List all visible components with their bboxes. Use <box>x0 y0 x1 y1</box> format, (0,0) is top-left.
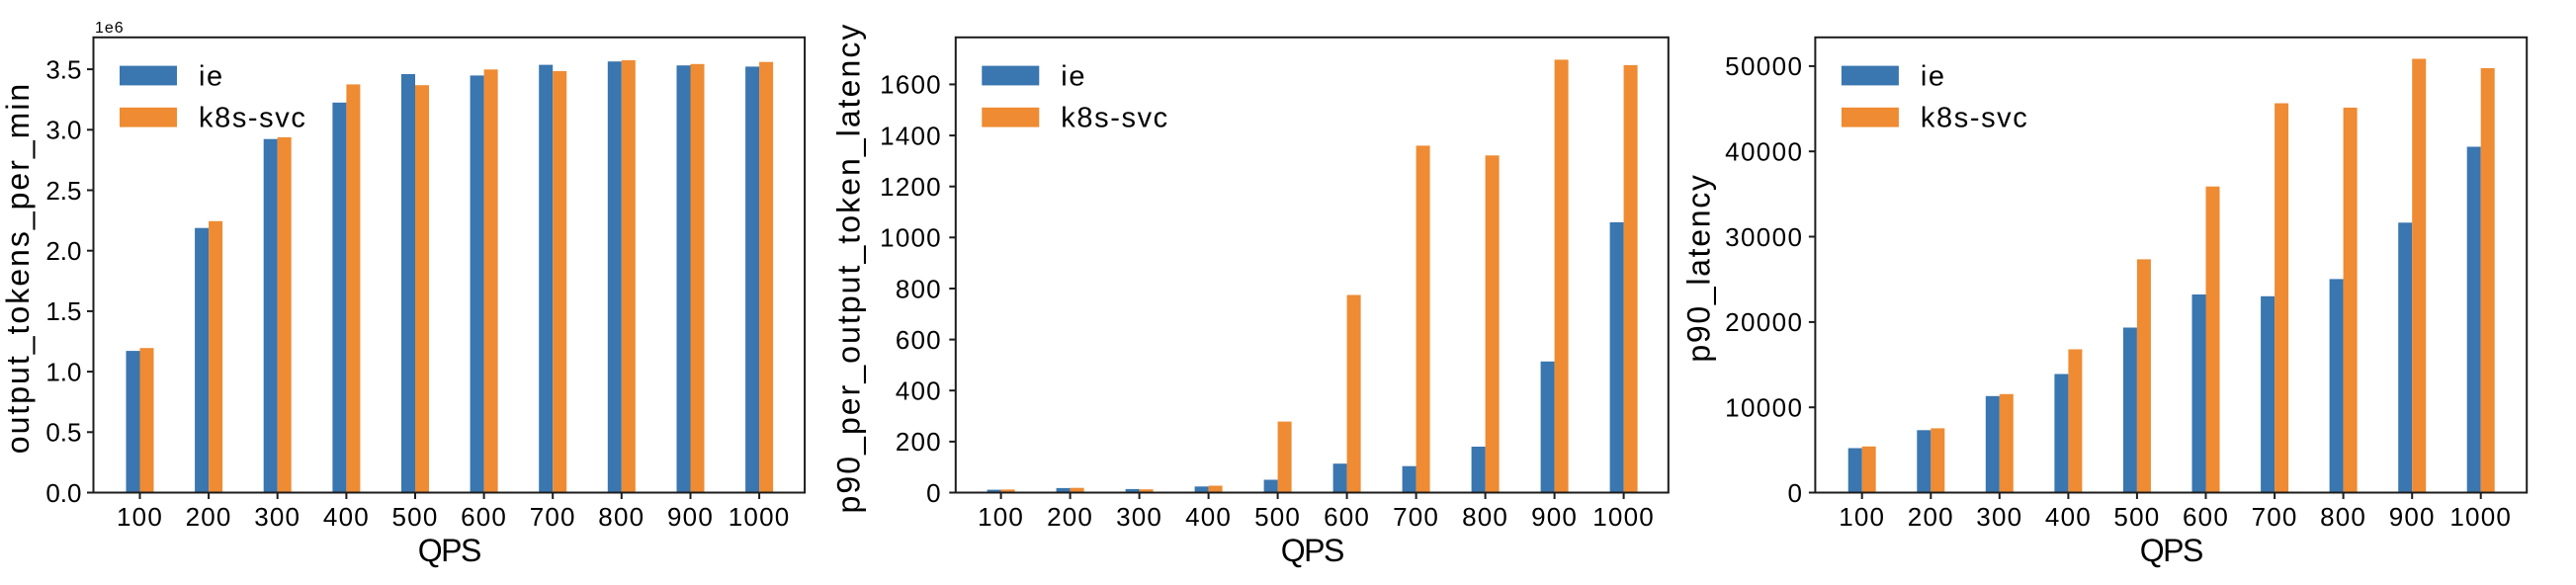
svg-text:800: 800 <box>2320 502 2366 532</box>
svg-text:3.0: 3.0 <box>45 116 81 145</box>
svg-text:300: 300 <box>1976 502 2022 532</box>
svg-text:300: 300 <box>254 502 301 532</box>
svg-text:30000: 30000 <box>1725 222 1803 252</box>
svg-text:400: 400 <box>323 502 370 532</box>
svg-text:800: 800 <box>896 274 942 303</box>
svg-text:k8s-svc: k8s-svc <box>1061 103 1169 134</box>
svg-text:1000: 1000 <box>729 502 791 532</box>
svg-text:1200: 1200 <box>880 172 942 202</box>
svg-text:QPS: QPS <box>2140 533 2202 568</box>
svg-text:800: 800 <box>598 502 644 532</box>
svg-text:200: 200 <box>186 502 232 532</box>
svg-text:0: 0 <box>1788 478 1804 508</box>
svg-text:10000: 10000 <box>1725 393 1803 423</box>
svg-text:1e6: 1e6 <box>95 20 125 37</box>
svg-text:600: 600 <box>1324 502 1370 532</box>
svg-text:500: 500 <box>2113 502 2160 532</box>
svg-text:2.0: 2.0 <box>45 236 81 266</box>
svg-text:600: 600 <box>461 502 507 532</box>
svg-text:2.5: 2.5 <box>45 176 81 206</box>
svg-text:400: 400 <box>2045 502 2092 532</box>
svg-text:800: 800 <box>1462 502 1508 532</box>
svg-text:ie: ie <box>1061 60 1086 92</box>
svg-text:1600: 1600 <box>880 70 942 100</box>
svg-text:600: 600 <box>896 325 942 355</box>
svg-text:0.0: 0.0 <box>45 478 81 508</box>
svg-text:QPS: QPS <box>1281 533 1343 568</box>
svg-text:k8s-svc: k8s-svc <box>199 103 307 134</box>
svg-text:1000: 1000 <box>1592 502 1655 532</box>
svg-text:700: 700 <box>1393 502 1439 532</box>
svg-text:ie: ie <box>199 60 224 92</box>
svg-text:1.0: 1.0 <box>45 357 81 386</box>
svg-text:700: 700 <box>2252 502 2298 532</box>
svg-text:p90_latency: p90_latency <box>1681 173 1717 362</box>
svg-text:900: 900 <box>1531 502 1578 532</box>
svg-text:output_tokens_per_min: output_tokens_per_min <box>0 82 36 454</box>
svg-text:700: 700 <box>530 502 576 532</box>
svg-text:200: 200 <box>1908 502 1954 532</box>
svg-text:400: 400 <box>1185 502 1232 532</box>
svg-text:1000: 1000 <box>880 223 942 253</box>
svg-text:500: 500 <box>392 502 439 532</box>
svg-text:k8s-svc: k8s-svc <box>1921 103 2028 134</box>
svg-text:900: 900 <box>667 502 714 532</box>
svg-text:300: 300 <box>1116 502 1162 532</box>
svg-text:600: 600 <box>2183 502 2229 532</box>
svg-text:0.5: 0.5 <box>45 418 81 448</box>
svg-text:400: 400 <box>896 376 942 406</box>
svg-text:p90_per_output_token_latency: p90_per_output_token_latency <box>830 23 866 514</box>
svg-text:40000: 40000 <box>1725 137 1803 167</box>
svg-text:100: 100 <box>1839 502 1885 532</box>
svg-text:20000: 20000 <box>1725 307 1803 337</box>
svg-text:QPS: QPS <box>418 533 480 568</box>
svg-text:900: 900 <box>2389 502 2436 532</box>
svg-text:100: 100 <box>117 502 163 532</box>
svg-text:200: 200 <box>896 427 942 457</box>
svg-text:3.5: 3.5 <box>45 54 81 84</box>
svg-text:1.5: 1.5 <box>45 296 81 326</box>
svg-text:500: 500 <box>1254 502 1301 532</box>
svg-text:100: 100 <box>978 502 1024 532</box>
svg-text:ie: ie <box>1921 60 1946 92</box>
svg-text:200: 200 <box>1047 502 1093 532</box>
svg-text:1400: 1400 <box>880 121 942 150</box>
svg-text:1000: 1000 <box>2449 502 2512 532</box>
svg-text:50000: 50000 <box>1725 51 1803 81</box>
svg-text:0: 0 <box>926 478 942 508</box>
